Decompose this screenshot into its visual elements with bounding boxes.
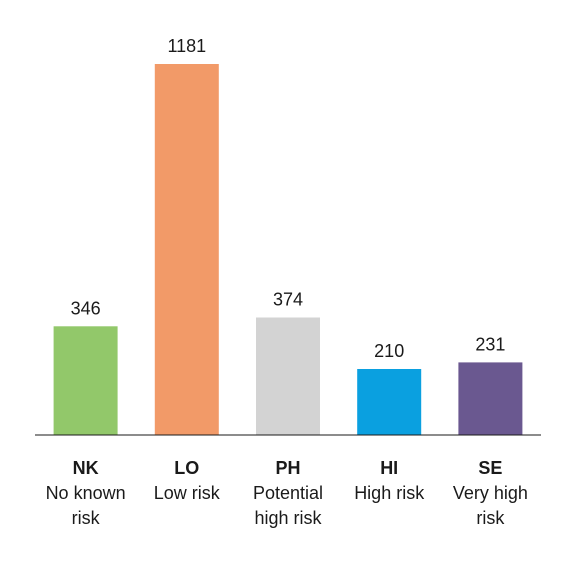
- value-label-nk: 346: [71, 298, 101, 318]
- category-desc-lo-line-1: Low risk: [154, 483, 221, 503]
- category-labels-layer: NK No known risk LO Low risk PH Potential high …: [46, 458, 528, 528]
- bar-lo: [154, 64, 219, 435]
- value-labels-layer: 346 1181 374 210 231: [71, 36, 506, 361]
- category-desc-se-line-1: Very high: [453, 483, 528, 503]
- value-label-hi: 210: [374, 341, 404, 361]
- value-label-se: 231: [475, 334, 505, 354]
- category-code-ph: PH: [275, 458, 300, 478]
- bar-nk: [53, 326, 118, 435]
- category-desc-ph-line-1: Potential: [253, 483, 323, 503]
- category-code-hi: HI: [380, 458, 398, 478]
- category-desc-ph-line-2: high risk: [254, 508, 322, 528]
- category-desc-nk-line-1: No known: [46, 483, 126, 503]
- category-code-se: SE: [478, 458, 502, 478]
- category-desc-hi-line-1: High risk: [354, 483, 425, 503]
- value-label-ph: 374: [273, 290, 303, 310]
- bar-ph: [256, 317, 320, 435]
- category-code-lo: LO: [174, 458, 199, 478]
- bar-hi: [357, 369, 422, 435]
- bar-se: [458, 362, 523, 435]
- value-label-lo: 1181: [167, 36, 206, 56]
- category-desc-nk-line-2: risk: [72, 508, 101, 528]
- category-code-nk: NK: [73, 458, 99, 478]
- category-desc-se-line-2: risk: [476, 508, 505, 528]
- bars-layer: [53, 64, 523, 435]
